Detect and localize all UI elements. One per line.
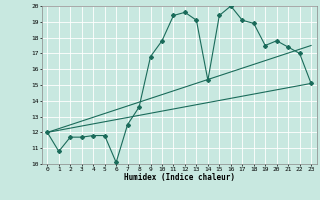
- X-axis label: Humidex (Indice chaleur): Humidex (Indice chaleur): [124, 173, 235, 182]
